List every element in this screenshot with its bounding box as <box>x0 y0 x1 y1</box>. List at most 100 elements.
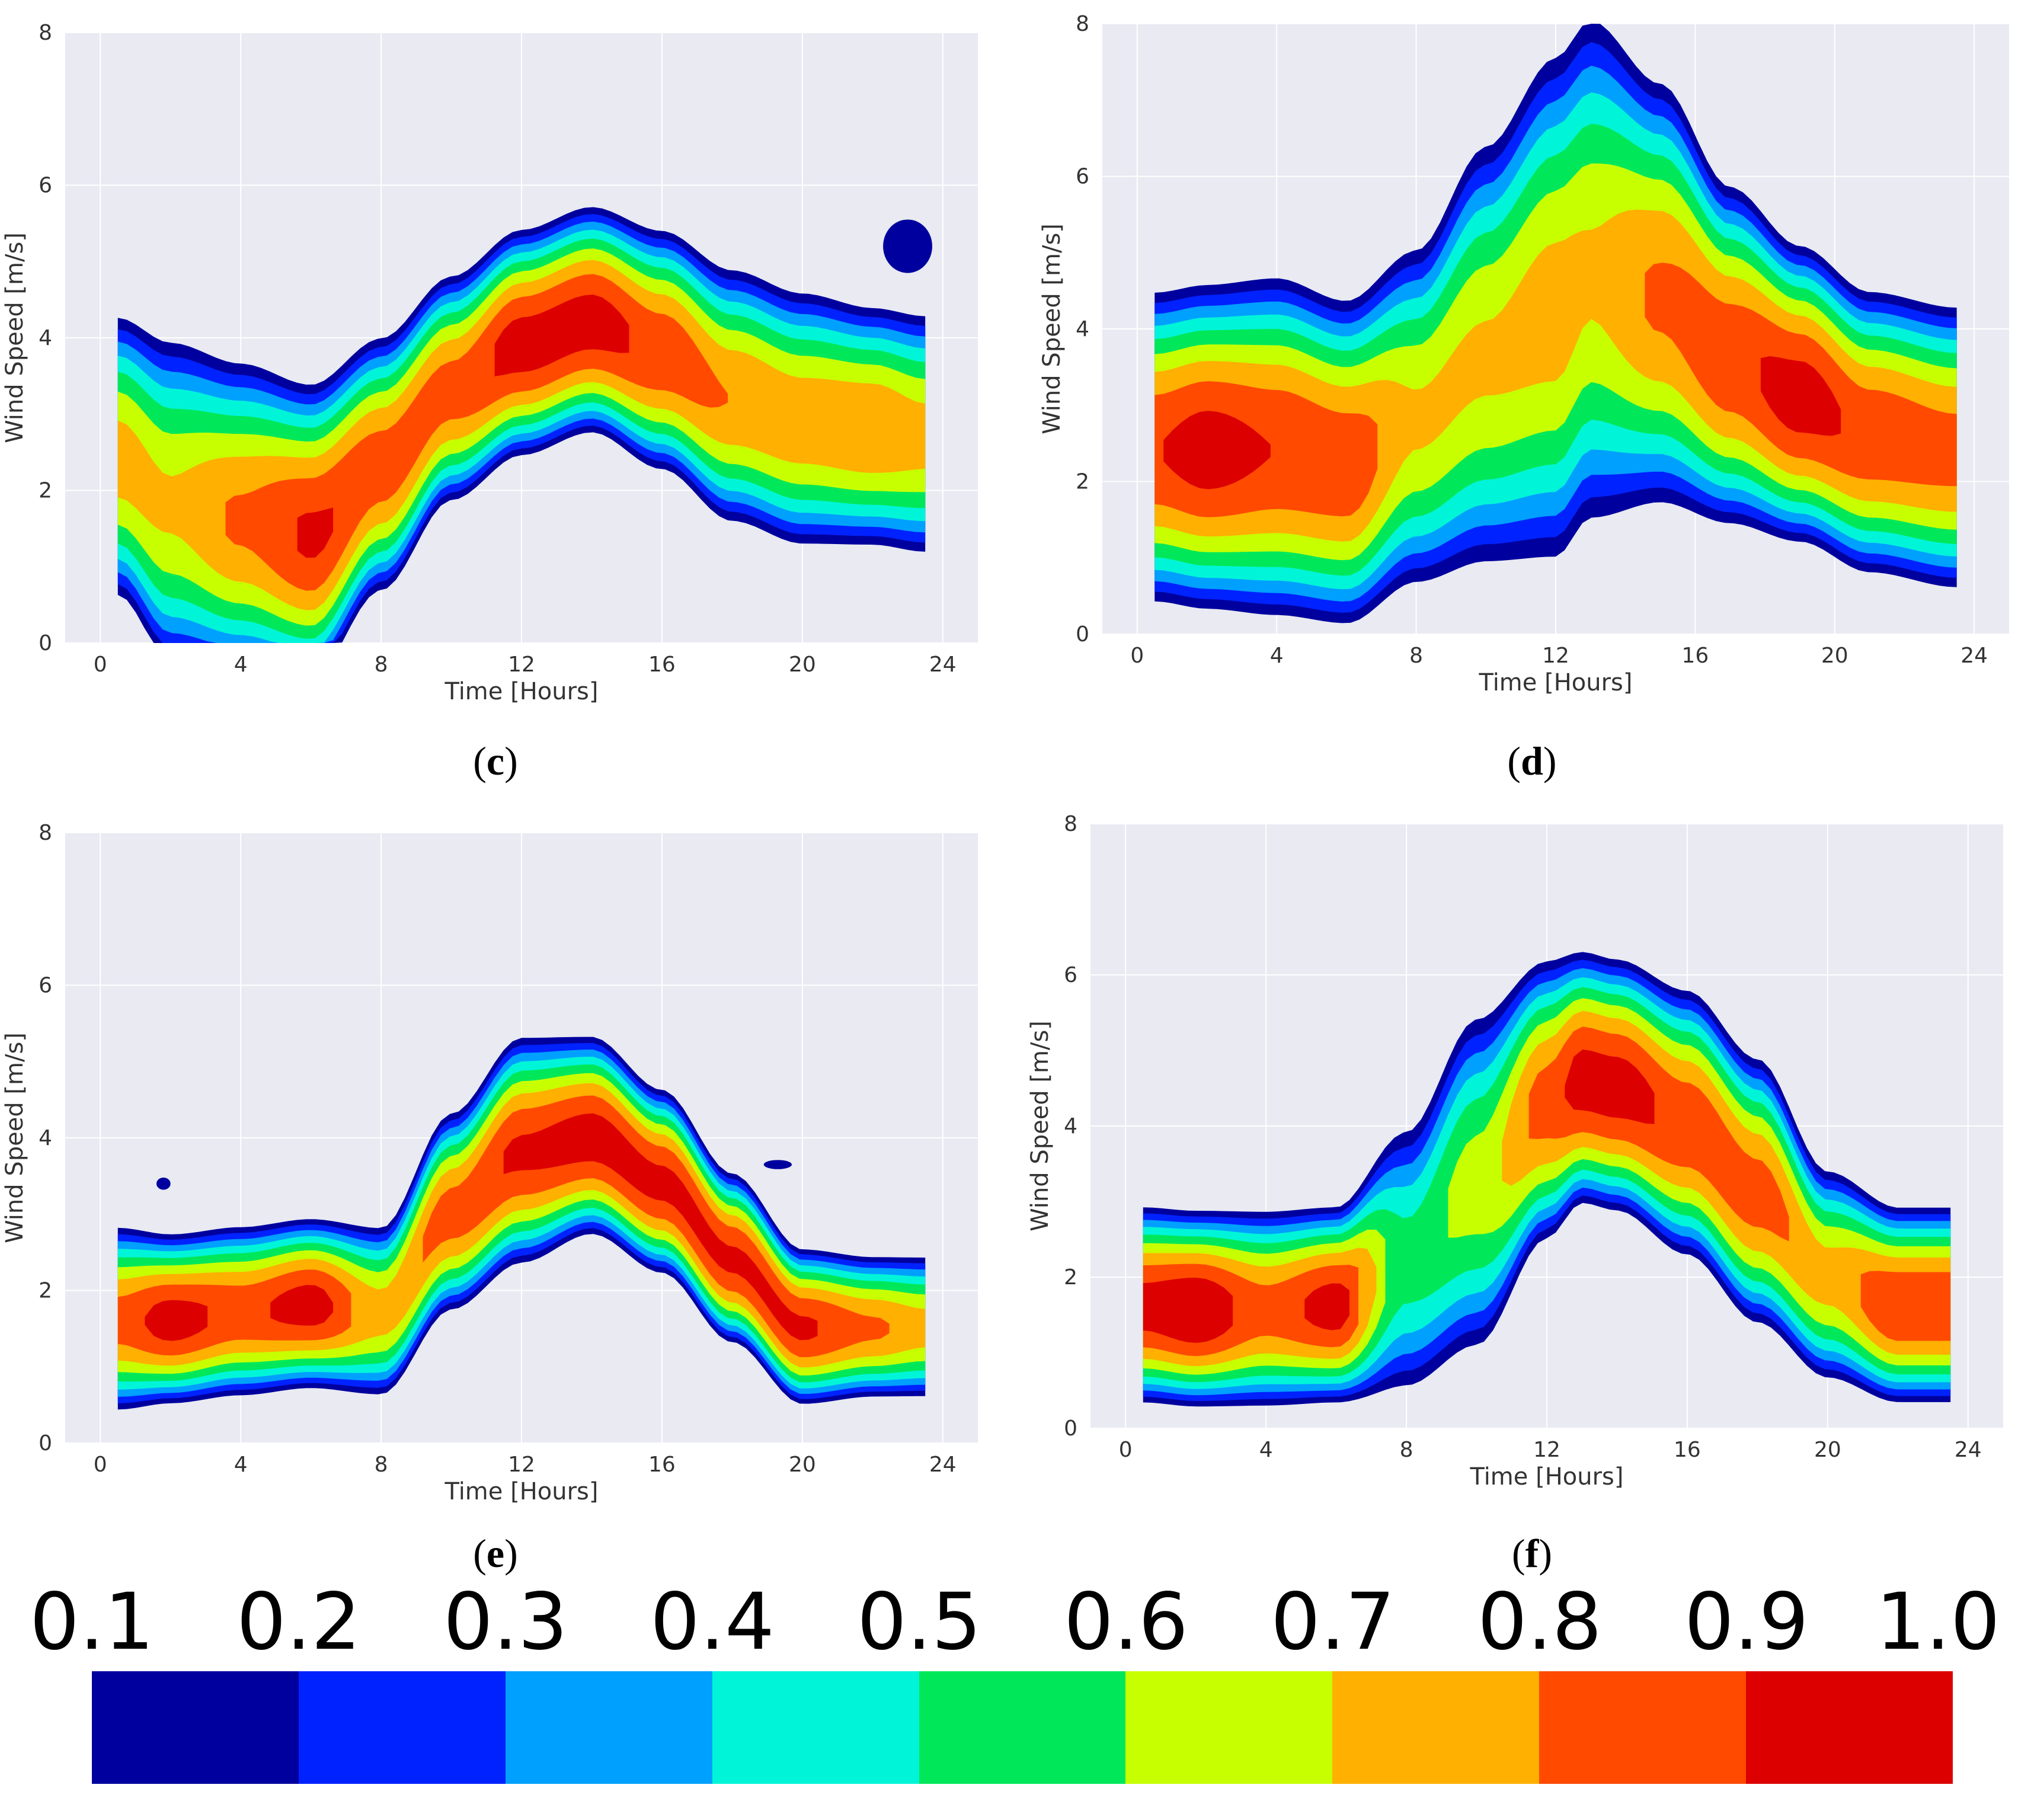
contour-band-level-9 <box>1163 411 1271 490</box>
contour-band-level-9 <box>145 1300 208 1341</box>
y-tick-label: 2 <box>1064 1265 1077 1290</box>
x-tick-label: 8 <box>1409 644 1423 668</box>
x-tick-label: 16 <box>1674 1438 1701 1462</box>
colorbar-swatch <box>1746 1671 1953 1784</box>
y-tick-label: 8 <box>1064 812 1077 836</box>
x-tick-label: 0 <box>94 1453 107 1477</box>
y-tick-label: 6 <box>39 974 52 998</box>
colorbar <box>92 1671 1953 1784</box>
y-tick-label: 2 <box>39 1279 52 1303</box>
caption-e: (e) <box>473 1531 518 1576</box>
caption-e-letter: e <box>486 1531 505 1576</box>
y-tick-label: 4 <box>1076 317 1089 341</box>
x-tick-label: 12 <box>508 1453 535 1477</box>
y-tick-label: 4 <box>39 326 52 350</box>
caption-c: (c) <box>473 738 518 783</box>
contour-band-level-9 <box>1760 356 1841 436</box>
x-tick-label: 4 <box>234 1453 248 1477</box>
y-tick-label: 8 <box>39 21 52 45</box>
colorbar-label: 0.2 <box>236 1576 361 1668</box>
caption-c-letter: c <box>486 738 505 783</box>
x-tick-label: 12 <box>1542 644 1569 668</box>
x-tick-label: 16 <box>648 1453 676 1477</box>
x-tick-label: 20 <box>1814 1438 1841 1462</box>
x-axis-label: Time [Hours] <box>444 1478 598 1505</box>
x-tick-label: 16 <box>1681 644 1709 668</box>
x-tick-label: 20 <box>1821 644 1848 668</box>
colorbar-labels: 0.1 0.2 0.3 0.4 0.5 0.6 0.7 0.8 0.9 1.0 <box>0 1576 2031 1671</box>
y-tick-label: 2 <box>39 479 52 503</box>
y-tick-label: 0 <box>39 631 52 655</box>
contour-blob <box>156 1177 171 1190</box>
y-axis-label: Wind Speed [m/s] <box>1026 1021 1054 1232</box>
y-axis-label: Wind Speed [m/s] <box>1038 223 1066 434</box>
y-tick-label: 6 <box>1076 165 1089 189</box>
y-tick-label: 6 <box>39 174 52 198</box>
colorbar-swatch <box>712 1671 919 1784</box>
colorbar-label: 0.5 <box>857 1576 981 1668</box>
contour-band-level-9 <box>270 1285 334 1326</box>
colorbar-label: 0.9 <box>1684 1576 1809 1668</box>
y-tick-label: 4 <box>39 1126 52 1150</box>
x-tick-label: 8 <box>375 1453 388 1477</box>
contour-band-level-8 <box>225 274 728 591</box>
x-tick-label: 24 <box>1955 1438 1982 1462</box>
contour-band-level-9 <box>297 507 334 558</box>
x-tick-label: 0 <box>1119 1438 1133 1462</box>
contour-band-level-9 <box>1565 1049 1655 1124</box>
colorbar-swatch <box>92 1671 299 1784</box>
caption-d-letter: d <box>1521 738 1543 783</box>
y-tick-label: 0 <box>1064 1416 1077 1441</box>
caption-f: (f) <box>1512 1531 1552 1576</box>
x-tick-label: 8 <box>1400 1438 1413 1462</box>
y-axis-label: Wind Speed [m/s] <box>1 232 28 443</box>
x-tick-label: 8 <box>375 652 388 677</box>
x-tick-label: 20 <box>789 1453 816 1477</box>
colorbar-label: 0.4 <box>650 1576 775 1668</box>
colorbar-label: 0.3 <box>443 1576 568 1668</box>
contour-band-level-9 <box>1304 1283 1349 1330</box>
colorbar-label: 0.8 <box>1477 1576 1602 1668</box>
x-tick-label: 4 <box>1270 644 1284 668</box>
contour-band-level-9 <box>494 295 629 376</box>
y-tick-label: 2 <box>1076 470 1089 494</box>
x-tick-label: 4 <box>234 652 248 677</box>
colorbar-swatch <box>919 1671 1126 1784</box>
y-tick-label: 8 <box>1076 12 1089 36</box>
y-axis-label: Wind Speed [m/s] <box>1 1032 28 1243</box>
x-axis-label: Time [Hours] <box>1469 1463 1623 1490</box>
caption-d: (d) <box>1507 738 1557 783</box>
colorbar-swatch <box>1332 1671 1540 1784</box>
y-tick-label: 0 <box>39 1431 52 1456</box>
x-tick-label: 20 <box>789 652 816 677</box>
caption-f-letter: f <box>1525 1531 1539 1576</box>
contour-band-level-9 <box>1143 1278 1233 1343</box>
y-tick-label: 6 <box>1064 963 1077 987</box>
y-tick-label: 8 <box>39 821 52 845</box>
colorbar-label: 0.7 <box>1271 1576 1395 1668</box>
colorbar-swatch <box>505 1671 712 1784</box>
colorbar-swatch <box>1539 1671 1747 1784</box>
contour-band-level-9 <box>503 1113 818 1341</box>
x-tick-label: 24 <box>1960 644 1988 668</box>
x-tick-label: 0 <box>1130 644 1144 668</box>
contour-blob <box>763 1160 792 1169</box>
colorbar-label: 0.6 <box>1064 1576 1188 1668</box>
colorbar-label: 1.0 <box>1876 1576 2000 1668</box>
contour-blob <box>883 219 932 273</box>
x-tick-label: 16 <box>648 652 676 677</box>
colorbar-swatch <box>298 1671 506 1784</box>
x-tick-label: 12 <box>1533 1438 1560 1462</box>
x-tick-label: 0 <box>94 652 107 677</box>
x-tick-label: 12 <box>508 652 535 677</box>
y-tick-label: 0 <box>1076 622 1089 647</box>
colorbar-label: 0.1 <box>30 1576 154 1668</box>
